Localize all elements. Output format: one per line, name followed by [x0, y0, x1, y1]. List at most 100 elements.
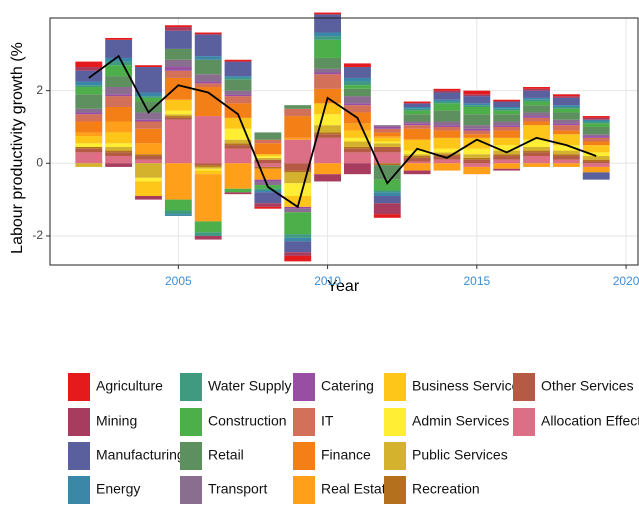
bar-segment: [463, 128, 491, 131]
bar-segment: [433, 92, 461, 100]
bar-segment: [314, 88, 342, 104]
bar-segment: [523, 156, 550, 164]
bar-segment: [314, 114, 342, 126]
legend-swatch: [384, 408, 406, 436]
panel-border: [49, 17, 639, 266]
bar-segment: [284, 252, 312, 256]
bar-segment: [75, 70, 103, 82]
bar-segment: [403, 106, 431, 109]
bar-segment: [164, 116, 192, 118]
bar-segment: [254, 181, 282, 186]
bar-segment: [344, 137, 371, 142]
bar-segment: [135, 121, 162, 129]
bar-segment: [284, 108, 312, 117]
bar-segment: [523, 88, 550, 91]
bar-segment: [224, 96, 252, 104]
bar-segment: [403, 157, 431, 162]
bar-segment: [463, 94, 491, 97]
bar-segment: [373, 179, 401, 191]
bar-segment: [582, 163, 610, 167]
bar-segment: [552, 123, 580, 126]
bar-segment: [344, 148, 371, 153]
bar-segment: [105, 87, 133, 95]
bar-segment: [135, 67, 162, 93]
bar-segment: [582, 152, 610, 157]
bar-segment: [194, 59, 222, 75]
bar-segment: [314, 163, 342, 175]
bar-segment: [344, 103, 371, 106]
bar-segment: [373, 137, 401, 142]
legend-label: Mining: [96, 413, 137, 429]
bar-segment: [164, 163, 192, 200]
bar-segment: [403, 156, 431, 158]
bar-segment: [433, 99, 461, 102]
bar-segment: [373, 141, 401, 144]
bar-segment: [403, 128, 431, 140]
bar-segment: [75, 67, 103, 71]
bar-segment: [254, 203, 282, 207]
bar-segment: [403, 139, 431, 151]
bar-segment: [164, 199, 192, 211]
bar-segment: [135, 65, 162, 68]
bar-segment: [582, 166, 610, 173]
bar-segment: [523, 139, 550, 147]
bar-segment: [463, 96, 491, 104]
bar-segment: [135, 154, 162, 157]
bar-segment: [75, 85, 103, 88]
bar-segment: [254, 132, 282, 140]
bar-segment: [344, 105, 371, 113]
bar-segment: [284, 163, 312, 171]
bar-segment: [314, 134, 342, 138]
bar-segment: [403, 123, 431, 126]
legend-swatch: [180, 373, 202, 401]
bar-segment: [344, 96, 371, 104]
bar-segment: [224, 76, 252, 78]
bar-segment: [493, 137, 521, 146]
bar-segment: [254, 192, 282, 204]
bar-segment: [194, 32, 222, 35]
bar-segment: [433, 163, 461, 171]
bar-segment: [433, 152, 461, 155]
legend-label: Retail: [208, 447, 244, 463]
bar-segment: [224, 188, 252, 193]
bar-segment: [105, 152, 133, 157]
bar-segment: [523, 87, 550, 89]
bar-segment: [254, 166, 282, 169]
bar-segment: [135, 163, 162, 178]
bar-segment: [135, 96, 162, 98]
bar-segment: [552, 156, 580, 160]
bar-segment: [582, 136, 610, 138]
legend-label: Admin Services: [412, 413, 509, 429]
bar-segment: [344, 85, 371, 89]
bar-segment: [314, 68, 342, 73]
bar-segment: [373, 126, 401, 129]
bar-segment: [254, 163, 282, 167]
legend-swatch: [68, 442, 90, 470]
bar-segment: [314, 57, 342, 69]
bar-segment: [224, 145, 252, 149]
bar-segment: [224, 77, 252, 80]
bar-segment: [344, 81, 371, 86]
bar-segment: [224, 90, 252, 95]
bar-segment: [582, 121, 610, 124]
bar-segment: [194, 56, 222, 60]
legend-label: Allocation Effect: [541, 413, 639, 429]
bar-segment: [523, 101, 550, 106]
legend-swatch: [384, 373, 406, 401]
bar-segment: [135, 156, 162, 160]
bar-segment: [75, 81, 103, 86]
bar-segment: [493, 168, 521, 171]
legend-swatch: [384, 476, 406, 504]
bar-segment: [463, 103, 491, 106]
bar-segment: [75, 163, 103, 167]
bar-segment: [284, 195, 312, 207]
bar-segment: [344, 67, 371, 78]
bar-segment: [344, 88, 371, 97]
bar-segment: [433, 103, 461, 111]
bar-segment: [194, 235, 222, 240]
bar-segment: [433, 121, 461, 126]
bar-segment: [433, 88, 461, 91]
bar-segment: [254, 179, 282, 182]
bar-segment: [194, 87, 222, 117]
